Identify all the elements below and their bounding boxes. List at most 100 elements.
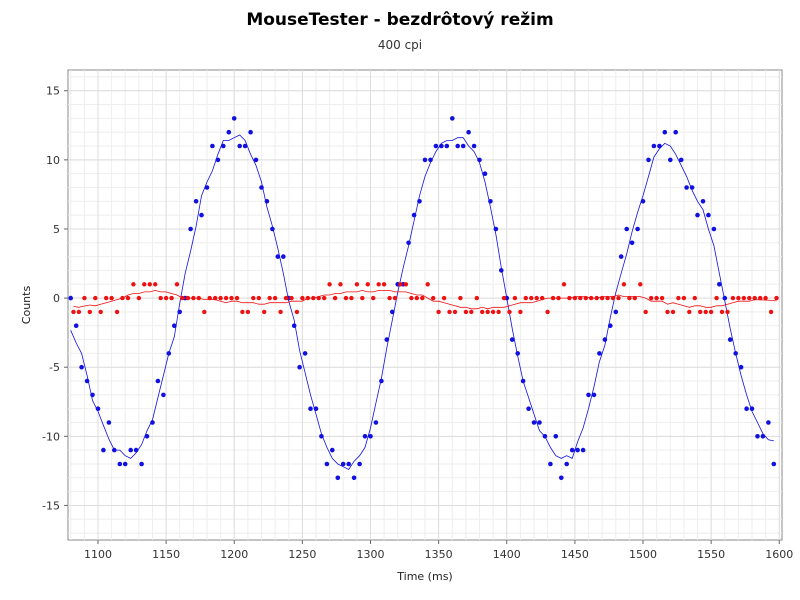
data-point-y-counts	[174, 282, 180, 287]
data-point-y-counts	[649, 295, 654, 301]
data-point-x-counts	[597, 351, 602, 356]
y-tick-label: 15	[46, 85, 60, 98]
x-tick-label: 1150	[152, 548, 180, 561]
data-point-x-counts	[226, 129, 232, 135]
x-tick-label: 1600	[765, 548, 793, 561]
data-point-y-counts	[322, 295, 327, 301]
data-point-x-counts	[346, 461, 352, 467]
x-tick-label: 1100	[84, 548, 112, 561]
data-point-x-counts	[531, 420, 537, 425]
data-point-x-counts	[139, 461, 144, 467]
data-point-x-counts	[275, 254, 281, 259]
data-point-x-counts	[362, 434, 368, 439]
data-point-y-counts	[82, 295, 87, 301]
y-axis-ticks: -15 -10 -5 0 5 10 15	[42, 85, 68, 512]
data-point-y-counts	[93, 295, 98, 301]
data-point-x-counts	[253, 157, 259, 163]
data-point-x-counts	[68, 295, 73, 301]
data-point-y-counts	[758, 295, 763, 301]
chart-subtitle: 400 cpi	[377, 38, 423, 52]
data-point-y-counts	[621, 282, 627, 287]
data-point-y-counts	[425, 282, 430, 287]
data-point-y-counts	[436, 309, 441, 315]
data-point-x-counts	[766, 420, 771, 425]
data-point-x-counts	[744, 406, 749, 412]
data-point-y-counts	[343, 295, 349, 301]
data-point-y-counts	[223, 295, 229, 301]
data-point-x-counts	[433, 143, 439, 149]
data-point-y-counts	[245, 309, 251, 315]
data-point-y-counts	[518, 309, 523, 315]
data-point-y-counts	[736, 295, 741, 301]
data-point-x-counts	[144, 434, 150, 439]
data-point-x-counts	[727, 337, 733, 342]
data-point-y-counts	[76, 309, 82, 315]
data-point-x-counts	[210, 143, 215, 149]
data-point-y-counts	[698, 309, 703, 315]
data-point-y-counts	[163, 295, 169, 301]
data-point-y-counts	[708, 309, 714, 315]
data-point-x-counts	[548, 461, 553, 467]
data-point-y-counts	[365, 282, 370, 287]
data-point-y-counts	[485, 309, 490, 315]
data-point-y-counts	[354, 282, 360, 287]
data-point-y-counts	[654, 295, 659, 301]
data-point-y-counts	[501, 295, 507, 301]
data-point-y-counts	[147, 282, 152, 287]
data-point-x-counts	[101, 447, 106, 453]
data-point-x-counts	[281, 254, 286, 259]
data-point-y-counts	[169, 295, 174, 301]
data-point-x-counts	[373, 420, 379, 425]
data-point-y-counts	[381, 282, 387, 287]
data-point-y-counts	[431, 295, 436, 301]
data-point-y-counts	[109, 295, 114, 301]
data-point-x-counts	[613, 309, 619, 315]
data-point-x-counts	[646, 157, 651, 163]
data-point-y-counts	[98, 309, 103, 315]
data-point-y-counts	[153, 282, 158, 287]
data-point-y-counts	[512, 295, 518, 301]
data-point-x-counts	[155, 378, 161, 384]
data-point-x-counts	[351, 475, 357, 481]
data-point-x-counts	[624, 226, 629, 232]
trend-line-x-counts	[70, 134, 774, 471]
data-point-y-counts	[409, 295, 414, 301]
y-axis-label: Counts	[20, 286, 33, 325]
data-point-x-counts	[466, 129, 471, 135]
data-point-y-counts	[87, 309, 93, 315]
data-point-x-counts	[248, 129, 253, 135]
data-point-y-counts	[529, 295, 534, 301]
data-point-x-counts	[537, 420, 542, 425]
data-point-x-counts	[117, 461, 123, 467]
data-point-y-counts	[114, 309, 120, 315]
data-point-y-counts	[300, 295, 305, 301]
data-point-y-counts	[676, 295, 681, 301]
data-point-x-counts	[188, 226, 193, 232]
data-point-y-counts	[763, 295, 768, 301]
data-point-y-counts	[202, 309, 207, 315]
x-tick-label: 1450	[561, 548, 589, 561]
chart-title: MouseTester - bezdrôtový režim	[246, 10, 554, 30]
data-point-y-counts	[714, 295, 719, 301]
data-point-y-counts	[774, 295, 779, 301]
data-point-y-counts	[730, 295, 736, 301]
data-point-y-counts	[131, 282, 136, 287]
data-point-x-counts	[357, 461, 362, 467]
data-point-x-counts	[221, 143, 226, 149]
data-point-x-counts	[738, 364, 744, 370]
data-point-x-counts	[678, 157, 684, 163]
data-point-x-counts	[673, 129, 678, 135]
data-point-x-counts	[231, 116, 237, 121]
y-tick-label: 5	[53, 223, 60, 236]
data-point-x-counts	[651, 143, 657, 149]
x-axis-ticks: 1100 1150 1200 1250 1300 1350 1400 1450 1500 1550…	[84, 540, 793, 561]
data-point-y-counts	[452, 309, 458, 315]
data-point-y-counts	[692, 295, 697, 301]
data-point-x-counts	[629, 240, 635, 246]
data-point-x-counts	[79, 364, 84, 370]
x-tick-label: 1300	[356, 548, 384, 561]
y-tick-label: -15	[42, 499, 60, 512]
data-point-x-counts	[771, 461, 777, 467]
data-point-y-counts	[561, 282, 567, 287]
